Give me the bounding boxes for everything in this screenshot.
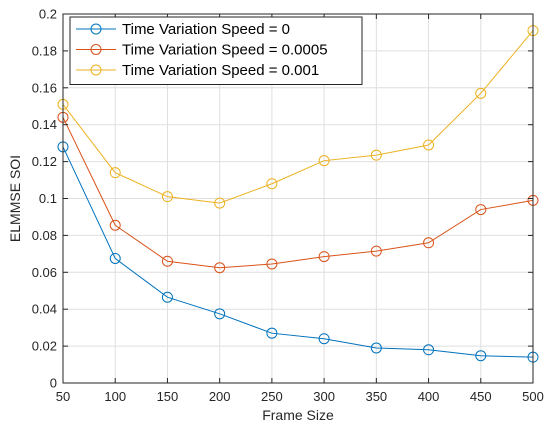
data-point xyxy=(214,197,226,209)
x-tick-label: 250 xyxy=(261,389,283,404)
series-0 xyxy=(57,141,539,363)
x-tick-label: 350 xyxy=(365,389,387,404)
y-tick-label: 0.06 xyxy=(32,265,57,280)
x-tick-label: 450 xyxy=(470,389,492,404)
axis-ticks: 50 100 150 200 250 300 350 400 450 500 0 0.02 0.04 0.… xyxy=(32,7,544,405)
data-point xyxy=(109,219,121,231)
x-tick-label: 100 xyxy=(104,389,126,404)
data-point xyxy=(318,251,330,263)
y-tick-label: 0.04 xyxy=(32,302,57,317)
y-axis-label: ELMMSE SOI xyxy=(7,155,23,242)
data-point xyxy=(109,252,121,264)
series-line xyxy=(62,146,534,358)
x-tick-label: 300 xyxy=(313,389,335,404)
data-point xyxy=(475,204,487,216)
data-point xyxy=(370,245,382,257)
x-tick-label: 200 xyxy=(209,389,231,404)
x-tick-label: 400 xyxy=(418,389,440,404)
legend-marker xyxy=(90,23,102,35)
legend-entry: Time Variation Speed = 0.0005 xyxy=(76,42,328,59)
data-point xyxy=(161,191,173,203)
data-point xyxy=(214,308,226,320)
legend-entry: Time Variation Speed = 0.001 xyxy=(76,62,319,79)
legend-entry: Time Variation Speed = 0 xyxy=(76,21,290,38)
y-tick-label: 0 xyxy=(50,376,57,391)
x-tick-label: 500 xyxy=(522,389,544,404)
data-point xyxy=(266,178,278,190)
legend-marker xyxy=(90,44,102,55)
legend-marker xyxy=(90,64,102,76)
data-point xyxy=(109,167,121,179)
data-point xyxy=(475,350,487,362)
series-2 xyxy=(57,25,539,209)
series-line xyxy=(62,30,534,204)
data-point xyxy=(318,333,330,345)
data-point xyxy=(266,327,278,339)
legend-box xyxy=(69,16,363,85)
data-point xyxy=(370,342,382,354)
data-point xyxy=(214,262,226,274)
y-tick-label: 0.14 xyxy=(32,117,57,132)
x-axis-label: Frame Size xyxy=(262,407,334,423)
series-line xyxy=(62,117,534,269)
y-tick-label: 0.16 xyxy=(32,80,57,95)
data-point xyxy=(161,255,173,267)
y-tick-label: 0.2 xyxy=(39,7,57,22)
x-tick-label: 150 xyxy=(157,389,179,404)
legend-label: Time Variation Speed = 0 xyxy=(122,21,290,38)
data-point xyxy=(423,344,435,356)
y-tick-label: 0.02 xyxy=(32,339,57,354)
y-tick-label: 0.1 xyxy=(39,191,57,206)
data-point xyxy=(423,237,435,249)
y-tick-label: 0.12 xyxy=(32,154,57,169)
data-point xyxy=(161,291,173,303)
data-point xyxy=(475,87,487,99)
y-tick-label: 0.08 xyxy=(32,228,57,243)
data-point xyxy=(423,139,435,151)
series-1 xyxy=(57,111,539,274)
data-point xyxy=(370,149,382,161)
y-tick-label: 0.18 xyxy=(32,43,57,58)
legend: Time Variation Speed = 0 Time Variation S… xyxy=(69,16,363,85)
data-point xyxy=(266,258,278,270)
x-tick-label: 50 xyxy=(56,389,70,404)
legend-label: Time Variation Speed = 0.001 xyxy=(122,62,319,79)
legend-label: Time Variation Speed = 0.0005 xyxy=(122,42,328,59)
data-point xyxy=(318,155,330,167)
